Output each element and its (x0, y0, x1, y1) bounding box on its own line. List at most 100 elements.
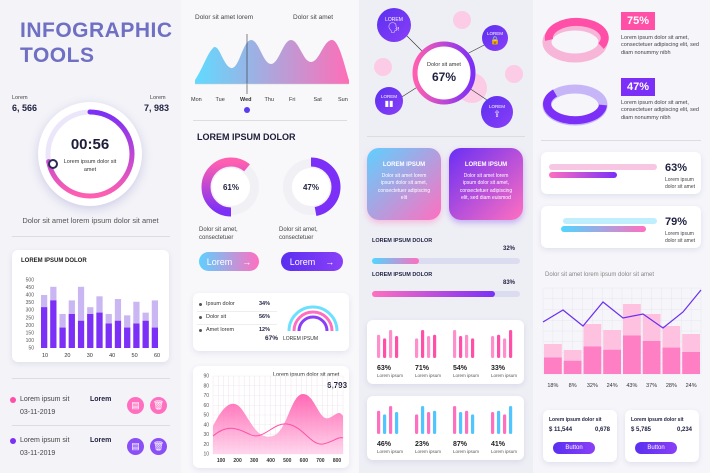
bubble-label-1: LOREM (385, 16, 403, 23)
divider (541, 140, 701, 141)
page-title: INFOGRAPHIC TOOLS (20, 18, 173, 68)
column-3: LOREM 🗣 LOREM 🔒 LOREM ▮▮ LOREM ⇪ Dolor sit a… (359, 0, 533, 473)
list-tag: Lorem (90, 437, 112, 444)
day-label[interactable]: Tue (215, 97, 225, 103)
trash-icon[interactable]: 🗑 (150, 438, 167, 455)
mini-bar-label: Lorem ipsum (491, 373, 517, 378)
area-chart-top (195, 34, 349, 94)
left-stat-label: Lorem (12, 95, 28, 101)
donut-1 (201, 157, 261, 217)
price-card-1-title: Lorem ipsum dolor sit (549, 417, 602, 423)
pink-ring-3d (542, 17, 609, 63)
price-card-2-right: 0,234 (677, 427, 693, 433)
bar-front (114, 320, 122, 348)
combo-bar-front (544, 357, 562, 374)
combo-x-label: 24% (607, 383, 618, 389)
list-item[interactable]: Lorem ipsum sit Lorem 03-11-2019 ▤ 🗑 (10, 436, 175, 460)
combo-x-label: 24% (686, 383, 697, 389)
mini-bar-value: 87% (453, 441, 468, 448)
x-tick-label: 800 (333, 458, 342, 464)
lorem-button-2[interactable]: Lorem → (281, 252, 343, 271)
day-label[interactable]: Sat (313, 97, 322, 103)
combo-line (542, 289, 702, 329)
x-tick-label: 400 (267, 458, 276, 464)
price-card-2-title: Lorem ipsum dolor sit (631, 417, 684, 423)
bar-front (133, 323, 140, 348)
line-chart: 90 80 70 60 50 40 30 20 10 100 200 300 400 500 600 700 8… (203, 374, 344, 464)
mini-bar-value: 71% (415, 365, 430, 372)
lorem-button-1-label: Lorem (206, 256, 233, 267)
bar-front (50, 300, 57, 348)
progress-1-fill (372, 258, 420, 264)
center-text: Dolor sit amet (427, 62, 461, 68)
timer-text: Lorem ipsum dolor sit amet (63, 159, 117, 174)
combo-bar-front (563, 360, 582, 374)
area-series (213, 394, 343, 454)
bar-front (151, 327, 158, 348)
mini-bar (497, 410, 501, 434)
legend-label: Amet lorem (206, 327, 235, 333)
info-tile-2[interactable]: LOREM IPSUM Dolor sit amet lorem ipsum d… (449, 148, 523, 220)
y-tick-label: 250 (26, 315, 35, 321)
price-card-2-button[interactable]: Button (635, 442, 677, 454)
column-1: INFOGRAPHIC TOOLS Lorem 6, 566 Lorem 7, … (0, 0, 181, 473)
user-voice-icon[interactable]: LOREM 🗣 (377, 8, 411, 42)
progress-2-fill (372, 291, 495, 297)
lock-icon[interactable]: LOREM 🔒 (482, 25, 508, 51)
arrow-right-icon: → (242, 256, 252, 267)
donut-1-caption: Dolor sit amet, consectetuer (199, 227, 238, 242)
hbar-1-fill (549, 172, 618, 178)
combo-x-label: 8% (569, 383, 577, 389)
document-icon[interactable]: ▤ (127, 397, 144, 414)
mini-bar (421, 330, 425, 358)
day-label[interactable]: Mon (191, 97, 202, 103)
legend-item: Amet lorem 12% (197, 327, 277, 339)
trash-icon[interactable]: 🗑 (150, 397, 167, 414)
list-item[interactable]: Lorem ipsum sit Lorem 03-11-2019 ▤ 🗑 (10, 395, 175, 419)
progress-1-value: 32% (503, 246, 516, 252)
donut-charts (201, 157, 341, 217)
mini-bar-label: Lorem ipsum (377, 449, 403, 454)
timer-knob[interactable] (48, 159, 58, 169)
mini-bar (497, 334, 501, 358)
legend-label: Ipsum dolor (206, 301, 235, 307)
chart-icon[interactable]: LOREM ▮▮ (375, 87, 403, 115)
mini-bar (395, 336, 399, 358)
purple-ring-3d (542, 84, 608, 126)
bar-front (77, 320, 85, 348)
combo-x-label: 32% (587, 383, 598, 389)
left-stat-value: 6, 566 (12, 103, 38, 113)
x-tick-label: 40 (109, 353, 115, 359)
bar-front (87, 314, 94, 348)
combo-bar-front (682, 352, 700, 374)
day-label[interactable]: Wed (240, 97, 252, 103)
hbar-2-value: 79% (665, 216, 688, 228)
column-4: 75% Lorem ipsum dolor sit amet, consecte… (533, 0, 710, 473)
ring-2-text: Lorem ipsum dolor sit amet, consectetuer… (621, 100, 699, 121)
timer-value: 00:56 (70, 136, 110, 153)
hbar-1-value: 63% (665, 162, 688, 174)
bar-front (96, 312, 103, 348)
x-tick-label: 10 (42, 353, 48, 359)
day-label[interactable]: Thu (264, 97, 274, 103)
document-icon[interactable]: ▤ (127, 438, 144, 455)
hbar-2-fill (561, 226, 647, 232)
x-tick-label: 600 (300, 458, 309, 464)
info-tile-1[interactable]: LOREM IPSUM Dolor sit amet lorem ipsum d… (367, 148, 441, 220)
donuts-title: LOREM IPSUM DOLOR (197, 132, 296, 142)
y-tick-label: 350 (26, 300, 35, 306)
day-label[interactable]: Fri (289, 97, 296, 103)
mini-bar-label: Lorem ipsum (415, 373, 441, 378)
upload-icon[interactable]: LOREM ⇪ (481, 96, 513, 128)
list-label: Lorem ipsum sit (20, 437, 70, 444)
mini-bar (377, 334, 381, 358)
gauge-card: Ipsum dolor 34% Dolor sit 56% Amet lorem 12% … (193, 293, 349, 351)
combo-title: Dolor sit amet lorem ipsum dolor sit ame… (545, 272, 655, 278)
tile-2-text: Dolor sit amet lorem ipsum dolor sit ame… (459, 173, 513, 201)
lorem-button-1[interactable]: Lorem → (199, 252, 259, 271)
day-label[interactable]: Sun (338, 97, 348, 103)
ring-1-text: Lorem ipsum dolor sit amet, consectetuer… (621, 35, 699, 56)
price-card-1-button[interactable]: Button (553, 442, 595, 454)
